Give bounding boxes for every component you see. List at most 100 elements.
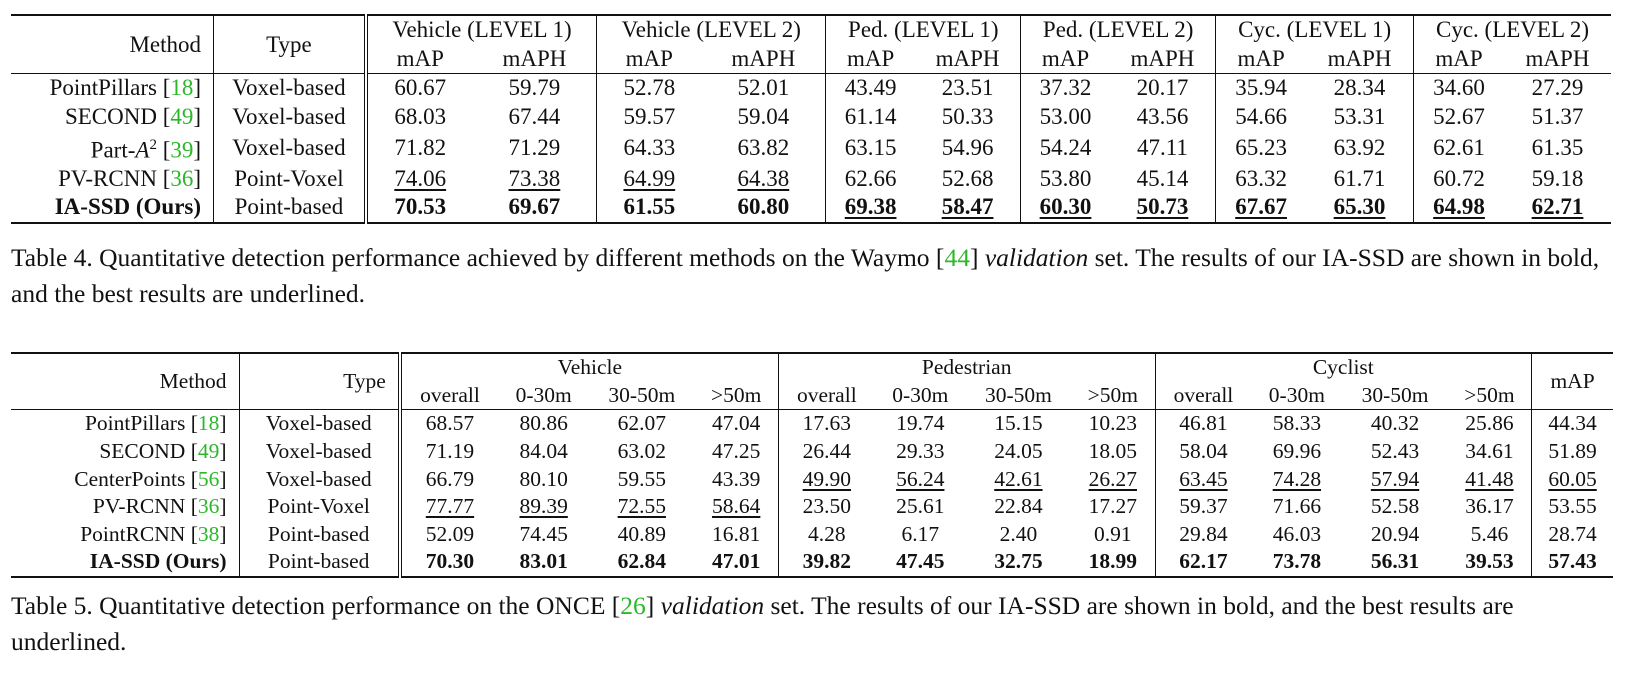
value-cell: 50.73 [1109, 193, 1217, 223]
value-cell: 71.66 [1272, 494, 1322, 519]
t4-sub-header: mAP [1041, 45, 1090, 71]
value-cell: 25.61 [896, 494, 945, 519]
table-row: IA-SSD (Ours) Point-based 70.30 83.01 62.84 4… [11, 548, 1613, 577]
citation-link[interactable]: 56 [197, 466, 220, 491]
table-row: CenterPoints [56] Voxel-based 66.79 80.10 59… [11, 465, 1613, 493]
value-cell: 54.96 [914, 131, 1022, 165]
value-cell: 53.55 [1548, 494, 1597, 519]
t4-sub-header: mAPH [1525, 45, 1590, 71]
value-cell: 32.75 [994, 549, 1043, 574]
value-cell: 59.79 [472, 73, 598, 103]
value-cell: 6.17 [901, 521, 940, 546]
citation-link[interactable]: 49 [170, 103, 194, 129]
value-cell: 64.33 [623, 134, 676, 160]
type-cell: Point-based [213, 193, 368, 223]
caption-text: Table 4. Quantitative detection performa… [11, 243, 945, 272]
value-cell: 41.48 [1447, 465, 1533, 493]
table-row: PointPillars [18] Voxel-based 60.67 59.79 52… [11, 73, 1611, 103]
method-cell: PV-RCNN [36] [11, 492, 240, 521]
value-cell: 39.53 [1447, 548, 1533, 577]
value-cell: 63.15 [844, 134, 897, 160]
value-cell: 24.05 [994, 439, 1043, 464]
table-5-caption: Table 5. Quantitative detection performa… [11, 588, 1611, 660]
method-cell: PointPillars [18] [11, 73, 215, 103]
value-cell: 28.34 [1306, 73, 1415, 103]
value-cell: 62.07 [617, 411, 666, 436]
value-cell: 60.72 [1433, 165, 1485, 191]
value-cell: 69.67 [472, 193, 598, 223]
value-cell: 47.04 [694, 409, 779, 438]
value-cell: 56.24 [896, 466, 945, 491]
value-cell: 83.01 [519, 549, 568, 574]
t4-sub-header: mAPH [701, 44, 827, 74]
value-cell: 63.32 [1235, 165, 1287, 191]
method-cell: PointRCNN [38] [11, 520, 240, 549]
t5-sub-header: >50m [1071, 381, 1156, 410]
citation-link[interactable]: 49 [197, 439, 220, 464]
type-cell: Voxel-based [239, 409, 402, 438]
citation-link[interactable]: 38 [197, 521, 220, 546]
caption-italic: validation [984, 243, 1089, 272]
method-cell: IA-SSD (Ours) [11, 193, 215, 223]
t4-sub-header: mAP [396, 45, 444, 71]
t4-sub-header: mAP [1435, 45, 1483, 71]
value-cell: 18.99 [1071, 548, 1156, 577]
value-cell: 54.24 [1039, 134, 1092, 160]
t5-group-header: Pedestrian [778, 353, 1156, 382]
value-cell: 62.66 [844, 165, 897, 191]
type-cell: Point-Voxel [239, 492, 402, 521]
citation-link[interactable]: 44 [944, 243, 970, 272]
citation-link[interactable]: 36 [170, 165, 194, 191]
citation-link[interactable]: 26 [620, 591, 646, 620]
t4-body: PointPillars [18] Voxel-based 60.67 59.79 52… [11, 73, 1611, 223]
value-cell: 69.38 [844, 194, 897, 220]
value-cell: 63.02 [617, 439, 666, 464]
t4-group-header: Ped. (LEVEL 2) [1020, 15, 1217, 45]
value-cell: 52.43 [1370, 439, 1420, 464]
value-cell: 47.25 [694, 437, 779, 466]
value-cell: 27.29 [1531, 75, 1584, 101]
value-cell: 26.27 [1071, 465, 1156, 493]
value-cell: 5.46 [1447, 520, 1533, 549]
citation-link[interactable]: 36 [197, 494, 220, 519]
value-cell: 17.63 [802, 411, 852, 436]
value-cell: 60.80 [701, 193, 827, 223]
value-cell: 61.14 [844, 103, 897, 129]
value-cell: 71.82 [394, 134, 447, 160]
t4-sub-header: mAP [1237, 45, 1285, 71]
value-cell: 80.10 [519, 466, 568, 491]
value-cell: 61.35 [1531, 134, 1584, 160]
value-cell: 40.89 [617, 521, 666, 546]
value-cell: 65.23 [1235, 134, 1287, 160]
value-cell: 70.53 [394, 194, 447, 220]
value-cell: 47.11 [1109, 131, 1217, 165]
citation-link[interactable]: 18 [197, 411, 220, 436]
value-cell: 28.74 [1548, 521, 1597, 546]
value-cell: 80.86 [519, 411, 568, 436]
t4-group-header: Ped. (LEVEL 1) [825, 15, 1022, 45]
t4-type-header: Type [213, 15, 368, 74]
value-cell: 61.55 [623, 194, 676, 220]
t5-map-header: mAP [1550, 369, 1595, 394]
t5-group-header: Cyclist [1155, 353, 1533, 382]
value-cell: 74.28 [1272, 466, 1322, 491]
value-cell: 26.44 [802, 439, 852, 464]
method-name: PointRCNN [80, 521, 186, 546]
caption-text: set. The results of our IA-SSD are shown… [11, 243, 1600, 308]
t4-group-header: Cyc. (LEVEL 1) [1215, 15, 1415, 45]
method-name: Part- [90, 137, 136, 163]
citation-link[interactable]: 39 [170, 137, 194, 163]
citation-link[interactable]: 18 [170, 75, 194, 101]
value-cell: 64.99 [623, 165, 676, 191]
value-cell: 53.00 [1039, 103, 1092, 129]
t5-sub-header: 0-30m [515, 382, 572, 407]
value-cell: 59.57 [623, 103, 676, 129]
value-cell: 62.61 [1433, 134, 1485, 160]
value-cell: 50.33 [914, 102, 1022, 131]
t5-sub-header: overall [420, 382, 480, 407]
value-cell: 54.66 [1235, 103, 1287, 129]
value-cell: 39.82 [802, 549, 852, 574]
value-cell: 52.68 [914, 164, 1022, 194]
method-cell: PointPillars [18] [11, 409, 240, 438]
value-cell: 65.30 [1306, 193, 1415, 223]
